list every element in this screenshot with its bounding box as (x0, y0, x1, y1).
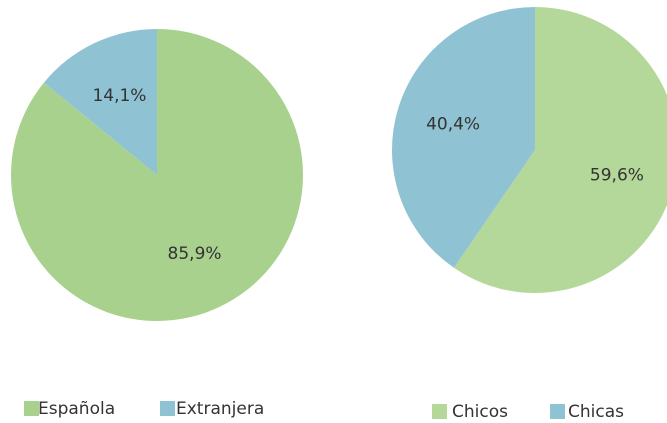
legend-label: Extranjera (176, 399, 264, 419)
legend-label: Chicas (568, 402, 624, 422)
legend-label: Chicos (452, 402, 508, 422)
legend-swatch (24, 401, 39, 416)
data-label: 14,1% (92, 86, 146, 106)
legend-label: Española (38, 399, 115, 419)
legend-swatch (432, 404, 447, 419)
pie-slice (43, 29, 157, 175)
pie-slice (453, 7, 667, 293)
legend-swatch (160, 401, 175, 416)
pie-slice (392, 7, 535, 268)
data-label: 59,6% (590, 165, 644, 185)
data-label: 85,9% (168, 244, 222, 264)
data-label: 40,4% (426, 115, 480, 135)
legend-swatch (550, 404, 565, 419)
